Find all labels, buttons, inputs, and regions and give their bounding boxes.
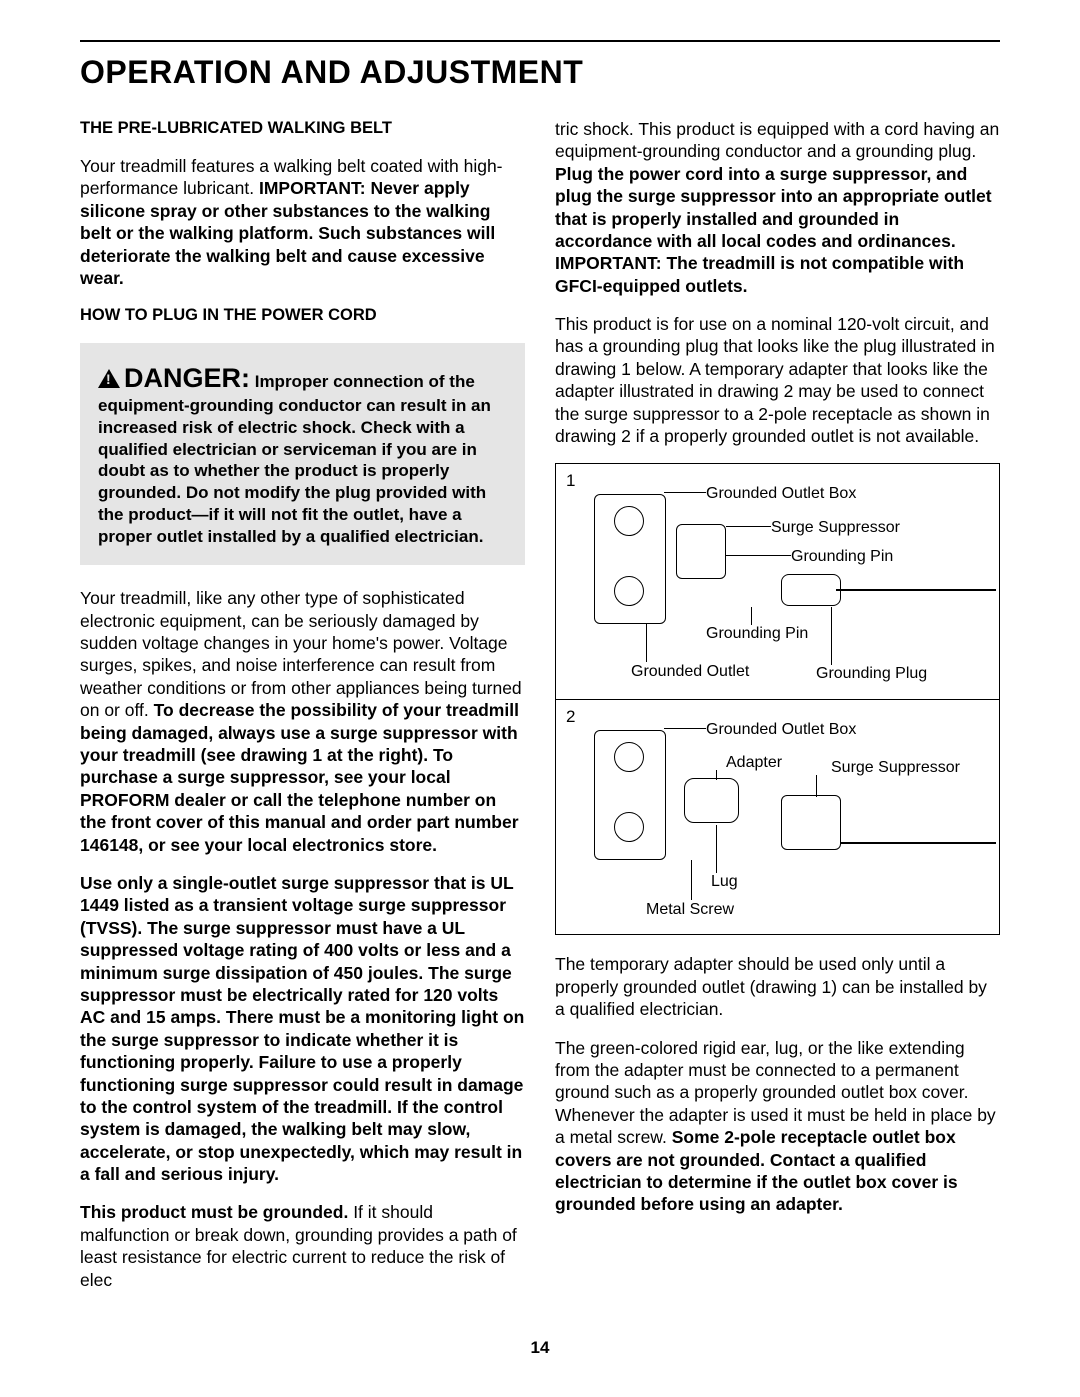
leader-line (726, 526, 771, 527)
leader-line (716, 825, 717, 873)
text: tric shock. This product is equipped wit… (555, 119, 999, 161)
leader-line (646, 624, 647, 662)
text-bold: Plug the power cord into a surge suppres… (555, 164, 992, 296)
page-title: OPERATION AND ADJUSTMENT (80, 52, 1000, 93)
suppressor-shape (781, 795, 841, 850)
label-grounded-outlet-box: Grounded Outlet Box (706, 484, 856, 504)
label-grounding-pin: Grounding Pin (791, 547, 893, 567)
label-metal-screw: Metal Screw (646, 900, 734, 920)
label-adapter: Adapter (726, 753, 782, 773)
heading-walking-belt: THE PRE-LUBRICATED WALKING BELT (80, 118, 525, 139)
leader-line (831, 607, 832, 665)
leader-line (691, 860, 692, 900)
leader-line (726, 555, 791, 556)
label-surge-suppressor: Surge Suppressor (771, 518, 900, 538)
heading-power-cord: HOW TO PLUG IN THE POWER CORD (80, 305, 525, 326)
paragraph-grounded: This product must be grounded. If it sho… (80, 1201, 525, 1291)
label-grounding-plug: Grounding Plug (816, 664, 927, 684)
leader-line (816, 775, 817, 797)
two-column-layout: THE PRE-LUBRICATED WALKING BELT Your tre… (80, 118, 1000, 1307)
adapter-shape (684, 778, 739, 823)
warning-icon (98, 369, 120, 388)
panel-number: 1 (566, 470, 575, 492)
wiring-diagram: 1 Grounded Outlet Box Surge Suppressor G… (555, 463, 1000, 935)
leader-line (716, 770, 717, 780)
page-number: 14 (80, 1337, 1000, 1359)
suppressor-shape (676, 524, 726, 579)
cord-line (841, 842, 996, 843)
paragraph-temp-adapter: The temporary adapter should be used onl… (555, 953, 1000, 1020)
label-lug: Lug (711, 872, 738, 892)
leader-line (751, 607, 752, 625)
danger-callout: DANGER: Improper connection of the equip… (80, 343, 525, 566)
leader-line (664, 728, 706, 729)
diagram-panel-2: 2 Grounded Outlet Box Adapter Surge Supp… (556, 699, 999, 934)
text-bold: To decrease the possibility of your trea… (80, 700, 519, 854)
paragraph-belt: Your treadmill features a walking belt c… (80, 155, 525, 289)
panel-number: 2 (566, 706, 575, 728)
paragraph-suppressor-spec: Use only a single-outlet surge suppresso… (80, 872, 525, 1185)
plug-shape (781, 574, 841, 606)
label-grounded-outlet-box: Grounded Outlet Box (706, 720, 856, 740)
paragraph-surge: Your treadmill, like any other type of s… (80, 587, 525, 856)
paragraph-circuit: This product is for use on a nominal 120… (555, 313, 1000, 447)
left-column: THE PRE-LUBRICATED WALKING BELT Your tre… (80, 118, 525, 1307)
danger-word: DANGER: (124, 363, 250, 393)
text-bold: This product must be grounded. (80, 1202, 348, 1222)
leader-line (664, 492, 706, 493)
right-column: tric shock. This product is equipped wit… (555, 118, 1000, 1307)
label-grounding-pin-2: Grounding Pin (706, 624, 808, 644)
diagram-panel-1: 1 Grounded Outlet Box Surge Suppressor G… (556, 464, 999, 699)
paragraph-shock: tric shock. This product is equipped wit… (555, 118, 1000, 297)
paragraph-green-lug: The green-colored rigid ear, lug, or the… (555, 1037, 1000, 1216)
label-surge-suppressor: Surge Suppressor (831, 758, 960, 778)
cord-line (836, 589, 996, 590)
top-rule (80, 40, 1000, 42)
danger-body: Improper connection of the equipment-gro… (98, 372, 491, 546)
label-grounded-outlet: Grounded Outlet (631, 662, 749, 682)
